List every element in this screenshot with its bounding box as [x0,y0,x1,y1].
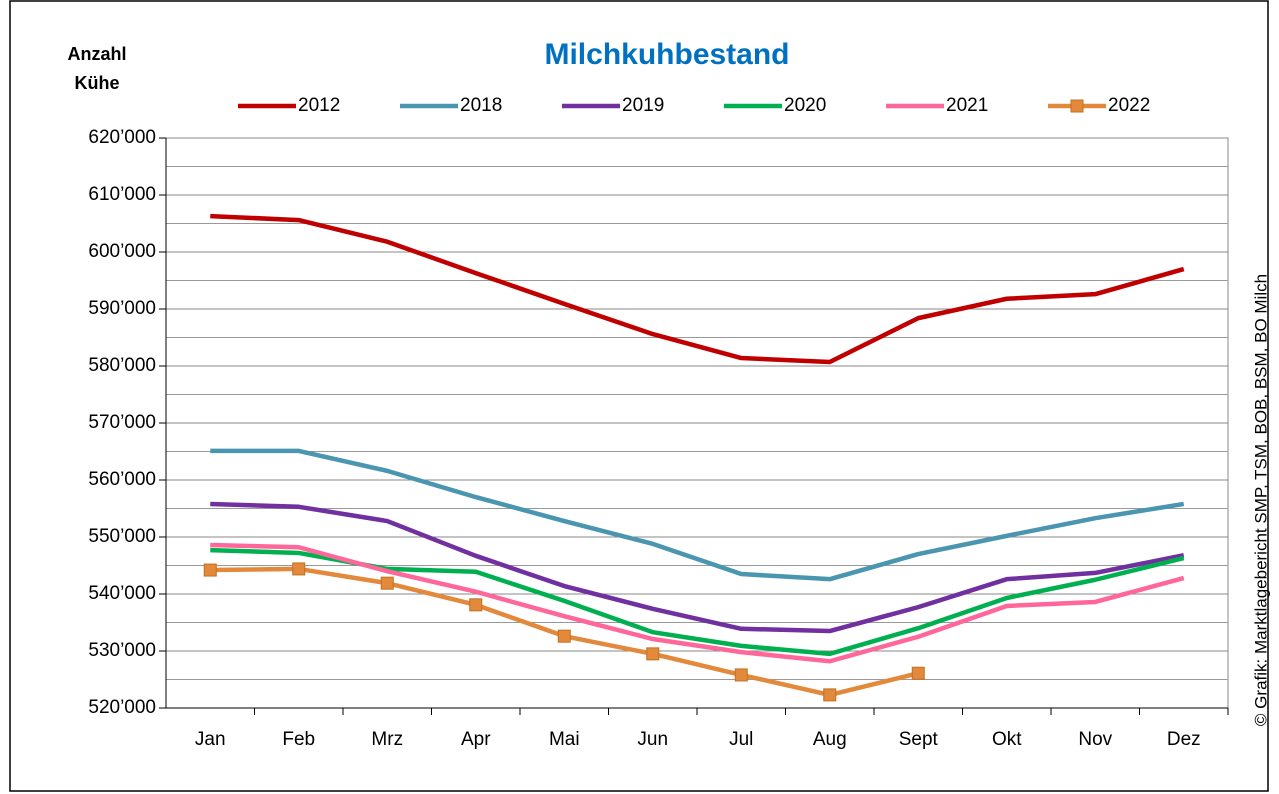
data-point [823,688,837,702]
legend-marker [1070,99,1084,113]
legend-label: 2021 [946,95,988,116]
x-tick-label: Aug [813,729,847,750]
source-note: © Grafik: Marktlagebericht SMP, TSM, BOB… [1251,274,1270,726]
data-point [469,598,483,612]
y-tick-label: 620’000 [88,127,156,148]
x-tick-label: Apr [461,729,491,750]
data-point [380,576,394,590]
x-tick-label: Mrz [371,729,403,750]
series-line [210,448,1185,582]
legend-label: 2020 [784,95,826,116]
y-tick-label: 540’000 [88,583,156,604]
series-line [210,542,1185,664]
y-tick-label: 560’000 [88,469,156,490]
data-point [734,668,748,682]
y-tick-label: 580’000 [88,355,156,376]
data-point [292,562,306,576]
legend-label: 2019 [622,95,664,116]
x-tick-label: Mai [549,729,580,750]
y-tick-label: 550’000 [88,526,156,547]
series-line [210,213,1185,365]
chart-title: Milchkuhbestand [544,38,789,71]
y-tick-label: 590’000 [88,298,156,319]
x-tick-label: Okt [992,729,1022,750]
x-tick-label: Jul [729,729,753,750]
y-tick-label: 610’000 [88,184,156,205]
legend-label: 2012 [298,95,340,116]
y-axis-title: Anzahl [67,44,126,64]
data-point [557,629,571,643]
data-point [203,563,217,577]
y-tick-label: 530’000 [88,640,156,661]
x-tick-label: Nov [1078,729,1112,750]
y-axis-title: Kühe [75,73,120,93]
x-tick-label: Dez [1167,729,1201,750]
x-tick-label: Jun [637,729,668,750]
legend-label: 2018 [460,95,502,116]
y-tick-label: 600’000 [88,241,156,262]
legend-label: 2022 [1108,95,1150,116]
data-point [646,647,660,661]
x-tick-label: Feb [282,729,315,750]
x-tick-label: Jan [195,729,226,750]
series-line [210,501,1185,634]
x-tick-label: Sept [899,729,939,750]
data-point [911,666,925,680]
y-tick-label: 570’000 [88,412,156,433]
y-tick-label: 520’000 [88,697,156,718]
